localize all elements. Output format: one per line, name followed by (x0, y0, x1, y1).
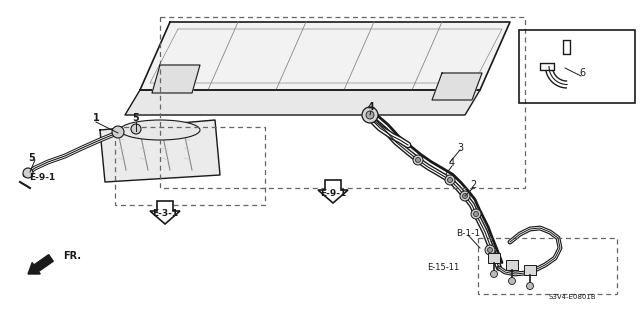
Polygon shape (152, 65, 200, 93)
Polygon shape (150, 201, 180, 224)
Circle shape (366, 111, 374, 119)
Text: 1: 1 (93, 113, 99, 123)
Text: E-3-1: E-3-1 (152, 209, 178, 218)
Circle shape (362, 107, 378, 123)
Circle shape (527, 283, 534, 290)
Bar (160, 17, 525, 188)
Circle shape (509, 278, 515, 285)
Polygon shape (100, 120, 220, 182)
Circle shape (485, 245, 495, 255)
Circle shape (460, 191, 470, 201)
Text: 2: 2 (470, 180, 476, 190)
Text: 5: 5 (29, 153, 35, 163)
Circle shape (463, 194, 467, 198)
Text: FR.: FR. (63, 251, 81, 261)
Circle shape (131, 124, 141, 134)
Circle shape (445, 175, 455, 185)
Text: 6: 6 (579, 68, 585, 78)
Bar (478, 238, 617, 294)
Circle shape (490, 271, 497, 278)
Text: 4: 4 (367, 102, 374, 112)
Circle shape (471, 209, 481, 219)
Bar (524, 265, 536, 275)
Circle shape (488, 248, 493, 253)
Text: 3: 3 (457, 143, 463, 153)
Circle shape (413, 155, 423, 165)
Text: E-9-1: E-9-1 (320, 189, 346, 197)
Bar (115, 127, 265, 205)
Ellipse shape (120, 120, 200, 140)
Text: 4: 4 (449, 158, 455, 168)
Circle shape (23, 168, 33, 178)
Polygon shape (432, 73, 482, 100)
Circle shape (447, 177, 452, 182)
Bar (506, 260, 518, 270)
Polygon shape (140, 22, 510, 90)
Bar (488, 253, 500, 263)
Text: E-15-11: E-15-11 (427, 263, 459, 272)
Text: 5: 5 (132, 113, 140, 123)
Circle shape (474, 211, 479, 217)
Text: E-9-1: E-9-1 (29, 174, 55, 182)
Polygon shape (125, 90, 480, 115)
Polygon shape (318, 180, 348, 203)
Bar (519, 30, 635, 103)
Text: B-1-1: B-1-1 (456, 228, 480, 238)
Circle shape (112, 126, 124, 138)
FancyArrow shape (28, 255, 53, 274)
Text: S3V4-E0801B: S3V4-E0801B (548, 294, 596, 300)
Circle shape (415, 158, 420, 162)
